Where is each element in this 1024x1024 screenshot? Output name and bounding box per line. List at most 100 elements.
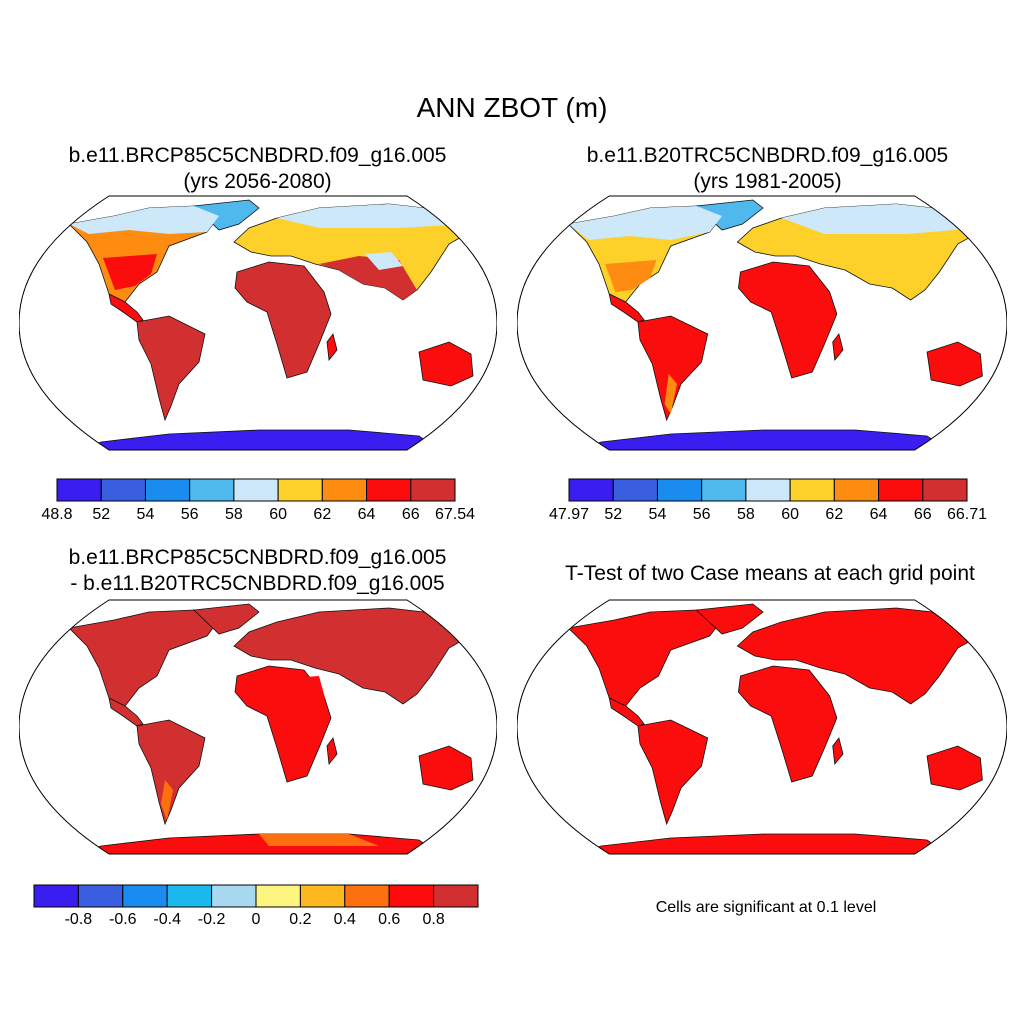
land-an (79, 834, 439, 854)
panel2-colorbar-labels: 47.97 52 54 56 58 60 62 64 66 66.71 (568, 506, 968, 526)
colorbar-box (78, 885, 122, 907)
colorbar-label: 60 (269, 506, 287, 524)
land-ma (327, 738, 337, 764)
colorbar-label: 58 (737, 506, 755, 524)
colorbar-box (657, 479, 701, 501)
panel3-title-line2: - b.e11.B20TRC5CNBDRD.f09_g16.005 (20, 571, 495, 597)
colorbar-box (212, 885, 256, 907)
colorbar-box (167, 885, 211, 907)
colorbar-label: 0.6 (378, 911, 400, 929)
land-af (738, 666, 836, 782)
land-an (579, 834, 948, 854)
colorbar-box (702, 479, 746, 501)
panel1-title: b.e11.BRCP85C5CNBDRD.f09_g16.005 (yrs 20… (20, 143, 495, 195)
colorbar-box (746, 479, 790, 501)
panel3-colorbar (33, 884, 479, 908)
significance-note: Cells are significant at 0.1 level (520, 899, 1012, 917)
colorbar-label: 66 (402, 506, 420, 524)
land-shading (277, 204, 469, 228)
colorbar-label: 67.54 (435, 506, 475, 524)
colorbar-box (434, 885, 478, 907)
land-af (738, 262, 836, 378)
colorbar-box (256, 885, 300, 907)
colorbar-box (322, 479, 366, 501)
land-sa (638, 720, 708, 824)
land-ma (327, 334, 337, 360)
panel1-title-line2: (yrs 2056-2080) (20, 169, 495, 195)
colorbar-label: -0.4 (153, 911, 181, 929)
land-au (927, 746, 982, 790)
land-an (79, 430, 439, 450)
land-sa (137, 720, 205, 824)
colorbar-label: 0.4 (334, 911, 356, 929)
panel1-title-line1: b.e11.BRCP85C5CNBDRD.f09_g16.005 (20, 143, 495, 169)
colorbar-label: 54 (649, 506, 667, 524)
colorbar-box (190, 479, 234, 501)
colorbar-box (345, 885, 389, 907)
panel2-colorbar (568, 478, 968, 502)
panel2-title: b.e11.B20TRC5CNBDRD.f09_g16.005 (yrs 198… (530, 143, 1005, 195)
land-na (69, 610, 219, 706)
land-af (235, 262, 331, 378)
colorbar-label: 66.71 (947, 506, 987, 524)
colorbar-label: -0.6 (109, 911, 137, 929)
colorbar-box (145, 479, 189, 501)
colorbar-label: 56 (181, 506, 199, 524)
land-au (927, 342, 982, 386)
colorbar-box (569, 479, 613, 501)
land-sa (638, 316, 708, 420)
colorbar-box (234, 479, 278, 501)
colorbar-label: 0.2 (289, 911, 311, 929)
land-ma (833, 738, 843, 764)
panel4-title: T-Test of two Case means at each grid po… (520, 561, 1020, 587)
colorbar-box (389, 885, 433, 907)
colorbar-box (278, 479, 322, 501)
colorbar-label: 0 (252, 911, 261, 929)
colorbar-label: 62 (825, 506, 843, 524)
land-na (568, 610, 722, 706)
panel2-title-line1: b.e11.B20TRC5CNBDRD.f09_g16.005 (530, 143, 1005, 169)
colorbar-box (57, 479, 101, 501)
land-ma (833, 334, 843, 360)
panel3-title-line1: b.e11.BRCP85C5CNBDRD.f09_g16.005 (20, 545, 495, 571)
colorbar-label: 66 (914, 506, 932, 524)
colorbar-label: -0.8 (65, 911, 93, 929)
land-an (579, 430, 948, 450)
colorbar-label: 48.8 (41, 506, 72, 524)
figure-title: ANN ZBOT (m) (0, 92, 1024, 124)
panel4-map (517, 598, 1007, 856)
colorbar-label: 52 (604, 506, 622, 524)
land-shading (69, 206, 219, 234)
panel3-title: b.e11.BRCP85C5CNBDRD.f09_g16.005 - b.e11… (20, 545, 495, 597)
colorbar-label: 56 (693, 506, 711, 524)
colorbar-label: 54 (137, 506, 155, 524)
colorbar-box (34, 885, 78, 907)
colorbar-label: -0.2 (198, 911, 226, 929)
panel1-colorbar-labels: 48.8 52 54 56 58 60 62 64 66 67.54 (56, 506, 456, 526)
panel3-map (19, 598, 497, 856)
panel1-map (19, 194, 497, 452)
colorbar-box (300, 885, 344, 907)
colorbar-label: 47.97 (549, 506, 589, 524)
colorbar-box (411, 479, 455, 501)
colorbar-box (101, 479, 145, 501)
colorbar-box (123, 885, 167, 907)
panel4-title-line1: T-Test of two Case means at each grid po… (520, 561, 1020, 587)
land-au (419, 746, 473, 790)
colorbar-box (834, 479, 878, 501)
panel2-title-line2: (yrs 1981-2005) (530, 169, 1005, 195)
colorbar-box (923, 479, 967, 501)
colorbar-box (613, 479, 657, 501)
colorbar-label: 52 (92, 506, 110, 524)
colorbar-label: 64 (870, 506, 888, 524)
colorbar-label: 64 (358, 506, 376, 524)
colorbar-label: 0.8 (422, 911, 444, 929)
colorbar-label: 58 (225, 506, 243, 524)
colorbar-box (790, 479, 834, 501)
colorbar-label: 62 (313, 506, 331, 524)
panel1-colorbar (56, 478, 456, 502)
colorbar-label: 60 (781, 506, 799, 524)
panel3-colorbar-labels: -0.8 -0.6 -0.4 -0.2 0 0.2 0.4 0.6 0.8 (33, 911, 479, 931)
land-au (419, 342, 473, 386)
panel2-map (517, 194, 1007, 452)
